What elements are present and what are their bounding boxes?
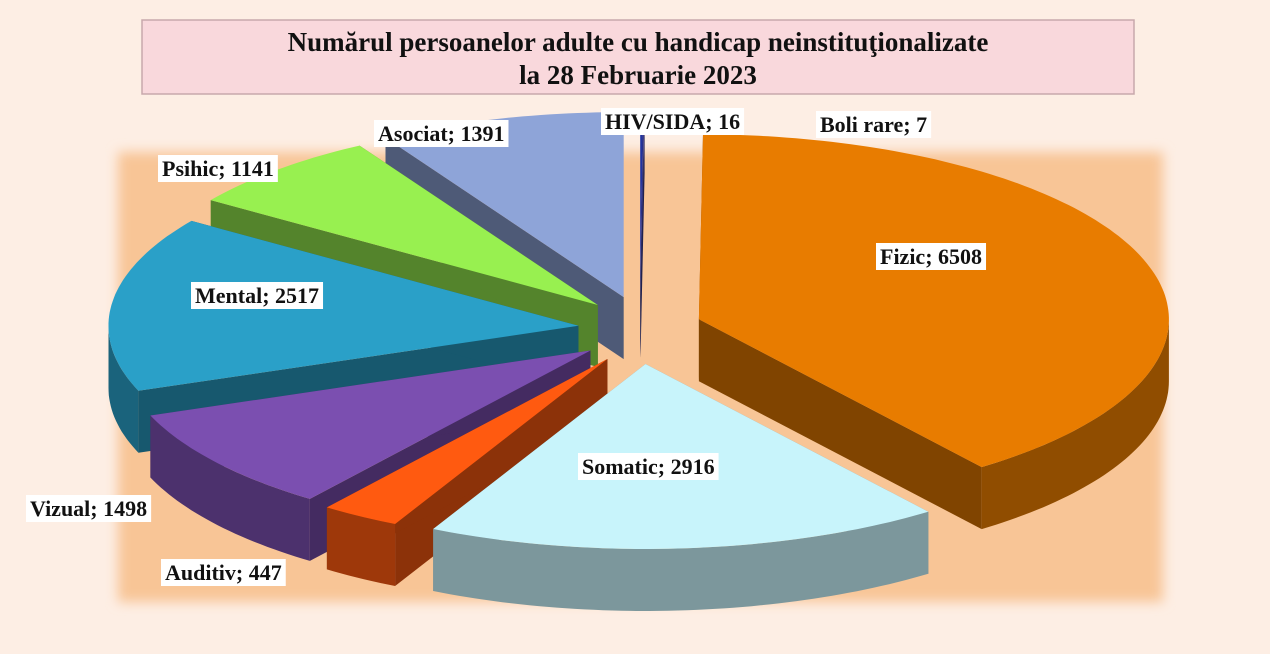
data-label-box [876, 243, 987, 270]
data-label: Boli rare; 7 [820, 112, 927, 137]
data-label-box [191, 282, 324, 309]
data-label-box [158, 155, 278, 182]
data-label-box [26, 495, 152, 522]
data-label-box [816, 111, 932, 138]
data-label-box [374, 120, 509, 147]
slice-top [150, 350, 591, 499]
slice-side [433, 511, 929, 611]
data-label: Mental; 2517 [195, 283, 319, 308]
data-label: Fizic; 6508 [880, 244, 982, 269]
data-label-box [601, 108, 745, 135]
data-label: Somatic; 2916 [582, 454, 715, 479]
data-label-box [578, 453, 719, 480]
data-label: Psihic; 1141 [162, 156, 274, 181]
data-label: Asociat; 1391 [378, 121, 504, 146]
labels: HIV/SIDA; 16 Boli rare; 7 Fizic; 6508 Somat… [26, 108, 987, 586]
slice-side [326, 507, 396, 586]
slice: Boli rare [640, 110, 645, 358]
slice-top [326, 359, 608, 524]
chart-title: Numărul persoanelor adulte cu handicap n… [288, 27, 989, 57]
slice-side [981, 319, 1169, 530]
slice-wall [698, 319, 982, 530]
chart-title: la 28 Februarie 2023 [519, 60, 757, 90]
data-label-box [161, 559, 286, 586]
slice-top [210, 145, 598, 305]
title-box [141, 19, 1135, 95]
slice: Fizic [698, 134, 1169, 530]
slice-top [640, 110, 644, 296]
pie: HIV/SIDABoli rareAsociatPsihicFizicMenta… [108, 110, 1169, 611]
slice-side [108, 325, 139, 453]
slice-top [640, 110, 645, 296]
data-label: Vizual; 1498 [30, 496, 147, 521]
data-label: Auditiv; 447 [165, 560, 282, 585]
slice-wall [640, 110, 645, 358]
slice-top [698, 134, 1169, 468]
slice-top [385, 112, 624, 298]
slice-side [150, 415, 310, 561]
data-label: HIV/SIDA; 16 [605, 109, 740, 134]
slice-top [108, 220, 579, 391]
